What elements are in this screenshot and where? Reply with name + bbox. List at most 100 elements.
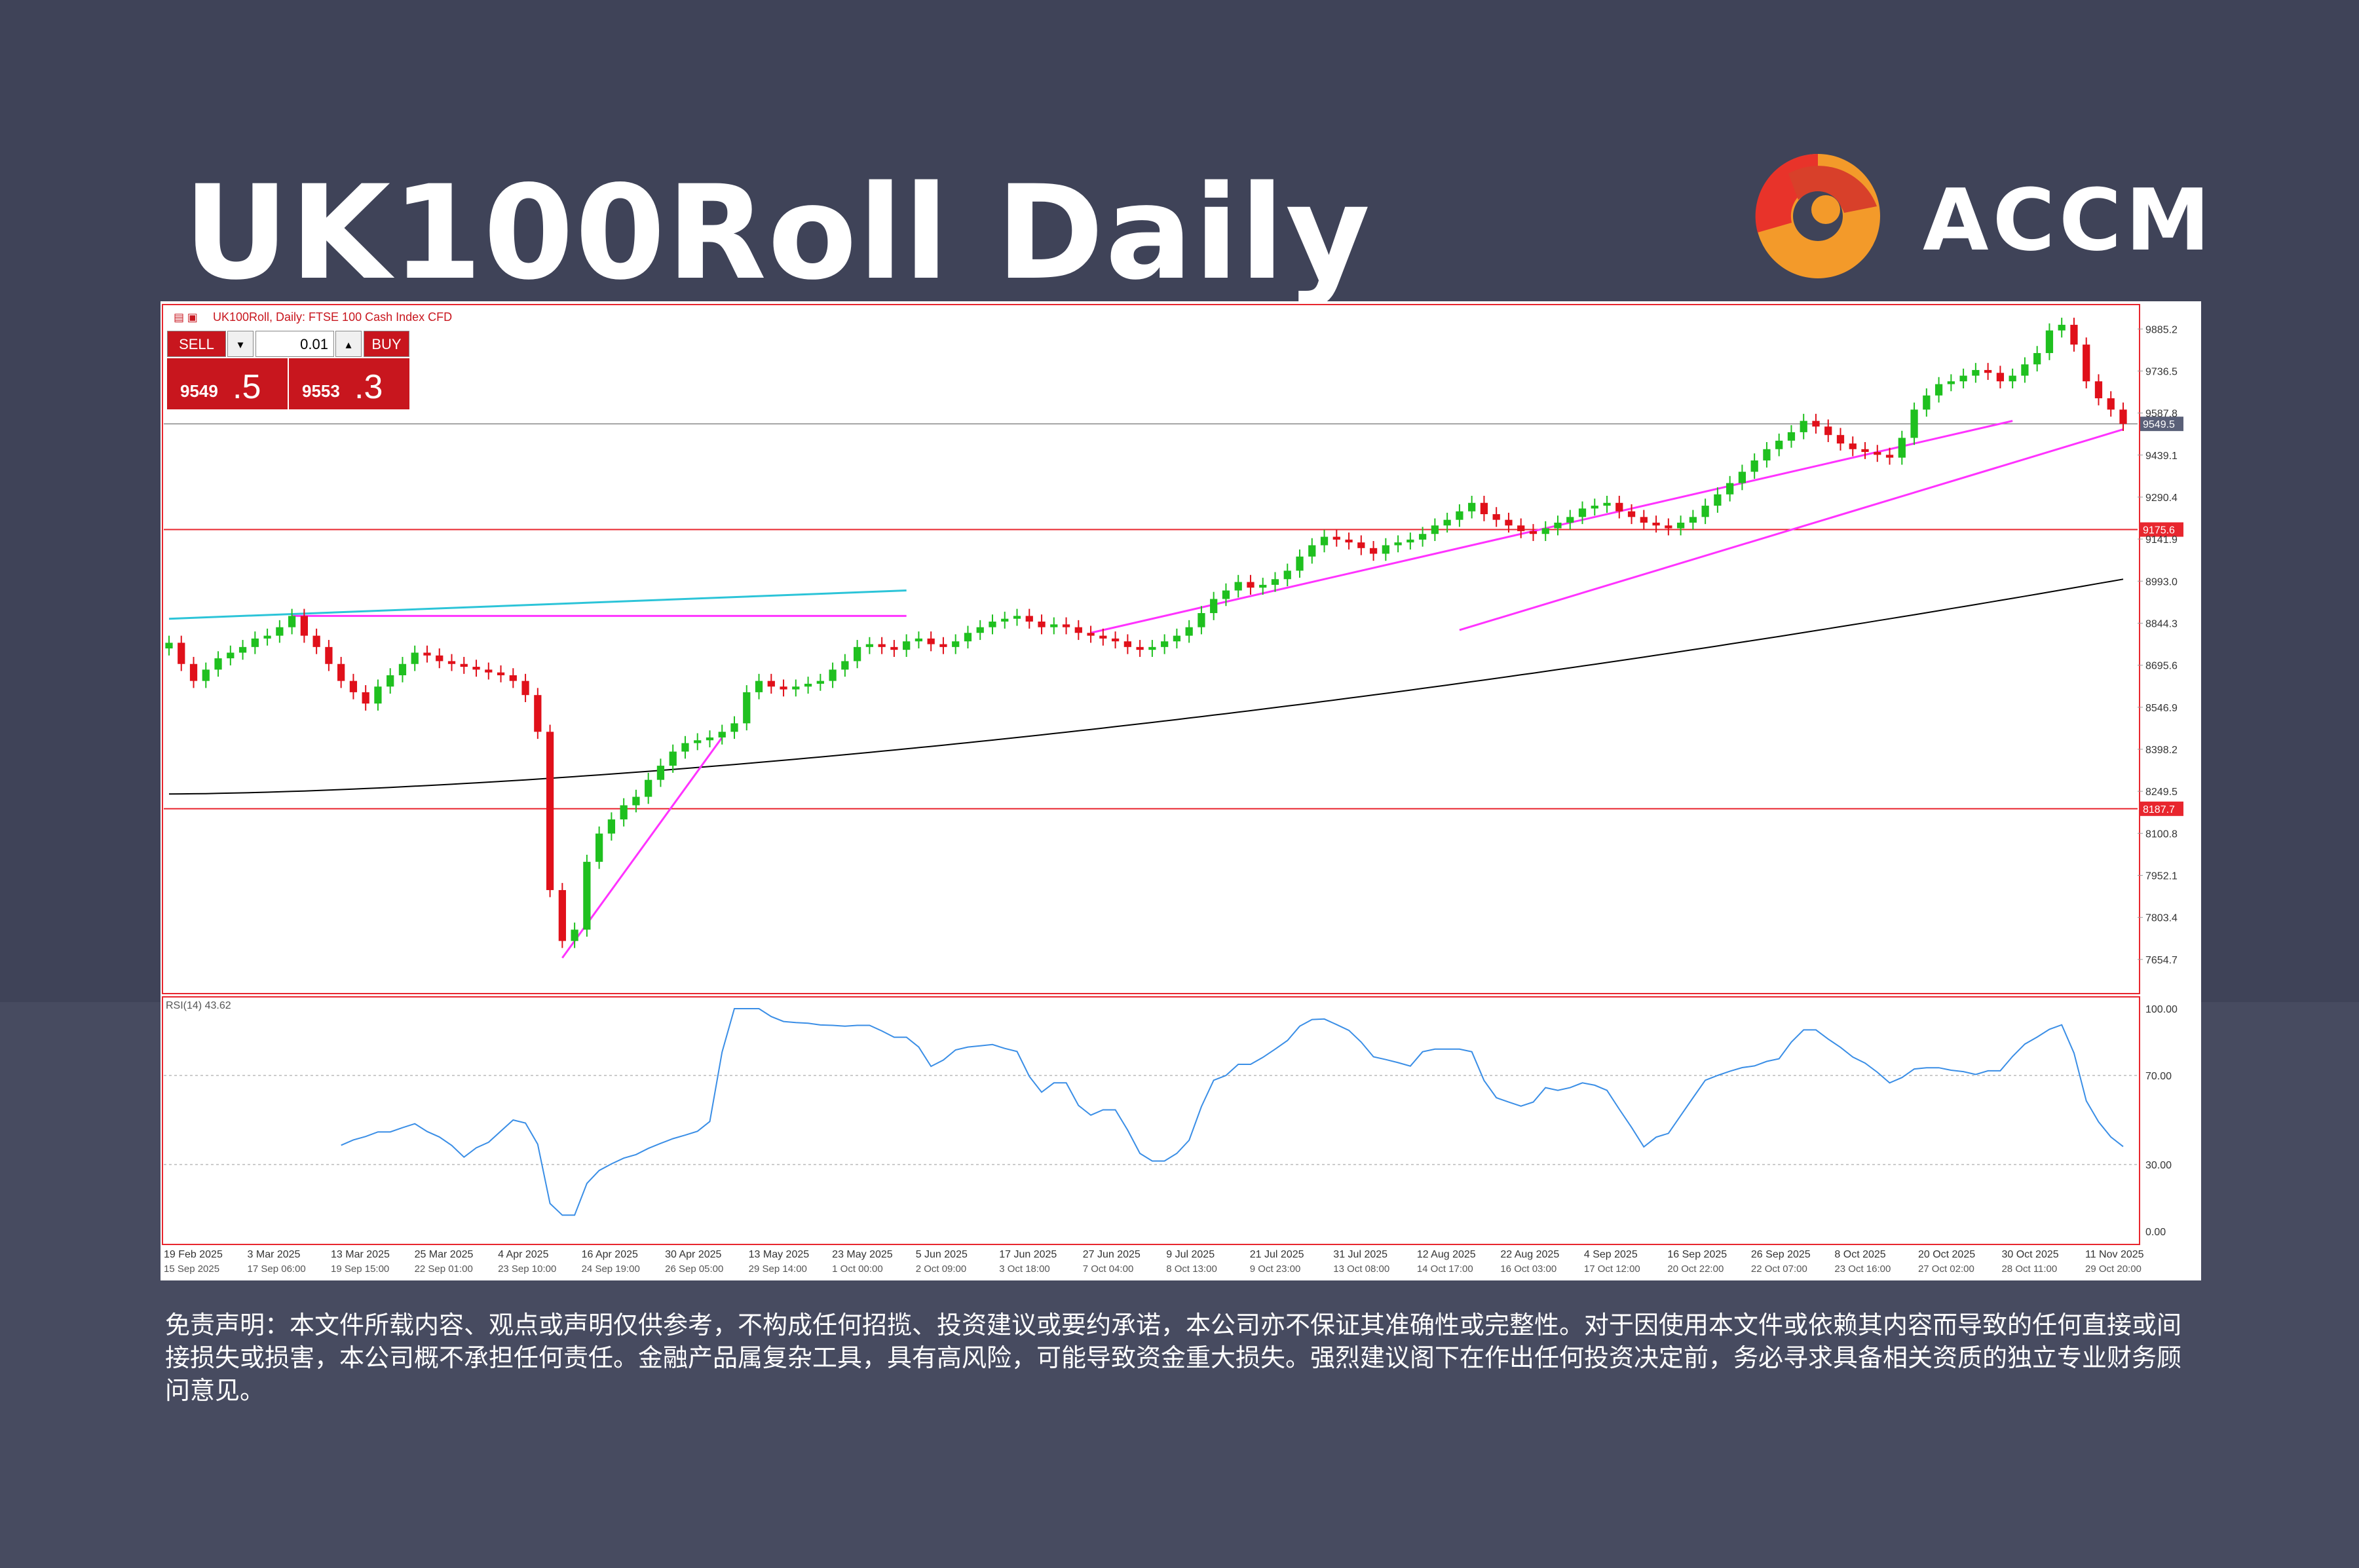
sell-button[interactable]: SELL <box>167 331 226 357</box>
candle <box>460 663 468 667</box>
candle <box>1087 633 1095 636</box>
candle <box>878 644 886 647</box>
candle <box>1247 582 1255 588</box>
candle <box>1652 522 1660 526</box>
candle <box>2058 324 2066 331</box>
candle <box>1615 502 1623 512</box>
candle <box>718 732 726 737</box>
candle <box>669 751 677 766</box>
x-tick-label: 16 Apr 2025 <box>582 1249 638 1260</box>
x-tick-label: 8 Oct 2025 <box>1834 1249 1885 1260</box>
candle <box>202 669 210 681</box>
buy-price-box[interactable]: 9553 .3 <box>289 358 409 409</box>
candle <box>1701 506 1709 517</box>
candle <box>829 669 837 681</box>
candle <box>1578 508 1587 517</box>
candle <box>1849 443 1857 449</box>
brand-name: ACCM <box>1923 170 2214 270</box>
candle <box>521 681 529 696</box>
candle <box>178 643 185 664</box>
candle <box>1332 536 1340 540</box>
candle <box>288 616 296 627</box>
x-tick-label-secondary: 27 Oct 02:00 <box>1918 1263 1974 1275</box>
candle <box>1603 502 1611 506</box>
x-tick-label-secondary: 19 Sep 15:00 <box>331 1263 389 1275</box>
candle <box>964 633 972 642</box>
candle <box>1923 395 1931 410</box>
candle <box>1554 522 1562 529</box>
x-tick-label-secondary: 20 Oct 22:00 <box>1667 1263 1724 1275</box>
x-tick-label-secondary: 17 Sep 06:00 <box>248 1263 306 1275</box>
resistance-label: 9175.6 <box>2143 525 2175 536</box>
candle <box>472 667 480 670</box>
candle <box>1369 548 1378 554</box>
candle <box>743 692 751 724</box>
x-tick-label-secondary: 22 Oct 07:00 <box>1751 1263 1807 1275</box>
x-tick-label-secondary: 1 Oct 00:00 <box>832 1263 883 1275</box>
candle <box>534 695 542 732</box>
x-tick-label: 30 Oct 2025 <box>2001 1249 2058 1260</box>
sell-price-main: 9549 <box>180 381 218 401</box>
buy-button[interactable]: BUY <box>364 331 409 357</box>
candle <box>1492 514 1500 520</box>
sell-price-big: .5 <box>233 368 261 406</box>
candle <box>1296 556 1304 571</box>
candle <box>1750 460 1758 472</box>
candle <box>251 638 259 647</box>
y-tick-label: 9439.1 <box>2145 451 2178 462</box>
candle <box>276 627 284 636</box>
candle <box>1775 440 1783 449</box>
rsi-tick-label: 70.00 <box>2145 1071 2172 1082</box>
x-tick-label-secondary: 28 Oct 11:00 <box>2001 1263 2057 1275</box>
buy-price-main: 9553 <box>302 381 340 401</box>
sell-price-box[interactable]: 9549 .5 <box>167 358 288 409</box>
x-tick-label: 27 Jun 2025 <box>1083 1249 1141 1260</box>
x-tick-label: 22 Aug 2025 <box>1500 1249 1559 1260</box>
candle <box>1013 616 1021 619</box>
candle <box>1283 570 1291 580</box>
chart-header: UK100Roll, Daily: FTSE 100 Cash Index CF… <box>213 310 452 324</box>
rsi-tick-label: 100.00 <box>2145 1004 2178 1015</box>
lot-up-icon[interactable]: ▴ <box>335 331 362 357</box>
candle <box>325 646 333 664</box>
x-tick-label-secondary: 29 Sep 14:00 <box>749 1263 807 1275</box>
candle <box>509 675 517 681</box>
y-tick-label: 8100.8 <box>2145 829 2178 840</box>
trade-widget: SELL ▾ 0.01 ▴ BUY 9549 .5 9553 .3 <box>167 331 409 411</box>
x-tick-label-secondary: 3 Oct 18:00 <box>999 1263 1050 1275</box>
y-tick-label: 8398.2 <box>2145 745 2178 756</box>
x-tick-label: 31 Jul 2025 <box>1333 1249 1387 1260</box>
candle <box>165 643 173 648</box>
candle <box>620 805 628 820</box>
candle <box>816 681 824 684</box>
candle <box>645 779 652 797</box>
candle <box>1800 420 1807 432</box>
candle <box>1480 502 1488 515</box>
candle <box>2021 364 2029 376</box>
x-tick-label: 16 Sep 2025 <box>1667 1249 1727 1260</box>
resistance-badge <box>2140 522 2183 537</box>
candle <box>865 644 874 647</box>
candle <box>1111 638 1120 642</box>
candle <box>1099 635 1107 639</box>
y-tick-label: 7952.1 <box>2145 870 2178 882</box>
lot-input[interactable]: 0.01 <box>255 331 334 357</box>
candle <box>1345 539 1353 543</box>
candle <box>1665 525 1672 529</box>
candle <box>1898 438 1906 458</box>
candle <box>374 686 382 704</box>
chart-frame: 9175.6 8187.7 9549.5 9885.2 9736.5 9587.8 943… <box>160 301 2201 1280</box>
candle <box>398 663 407 675</box>
candle <box>1984 369 1992 373</box>
lot-down-icon[interactable]: ▾ <box>227 331 254 357</box>
candle <box>903 641 911 650</box>
candle <box>1934 384 1943 396</box>
candle <box>2083 345 2090 382</box>
x-tick-label: 20 Oct 2025 <box>1918 1249 1975 1260</box>
candle <box>1050 624 1058 627</box>
candle <box>595 833 603 862</box>
candle <box>189 663 198 681</box>
rsi-tick-label: 0.00 <box>2145 1227 2166 1238</box>
candle <box>571 929 578 941</box>
